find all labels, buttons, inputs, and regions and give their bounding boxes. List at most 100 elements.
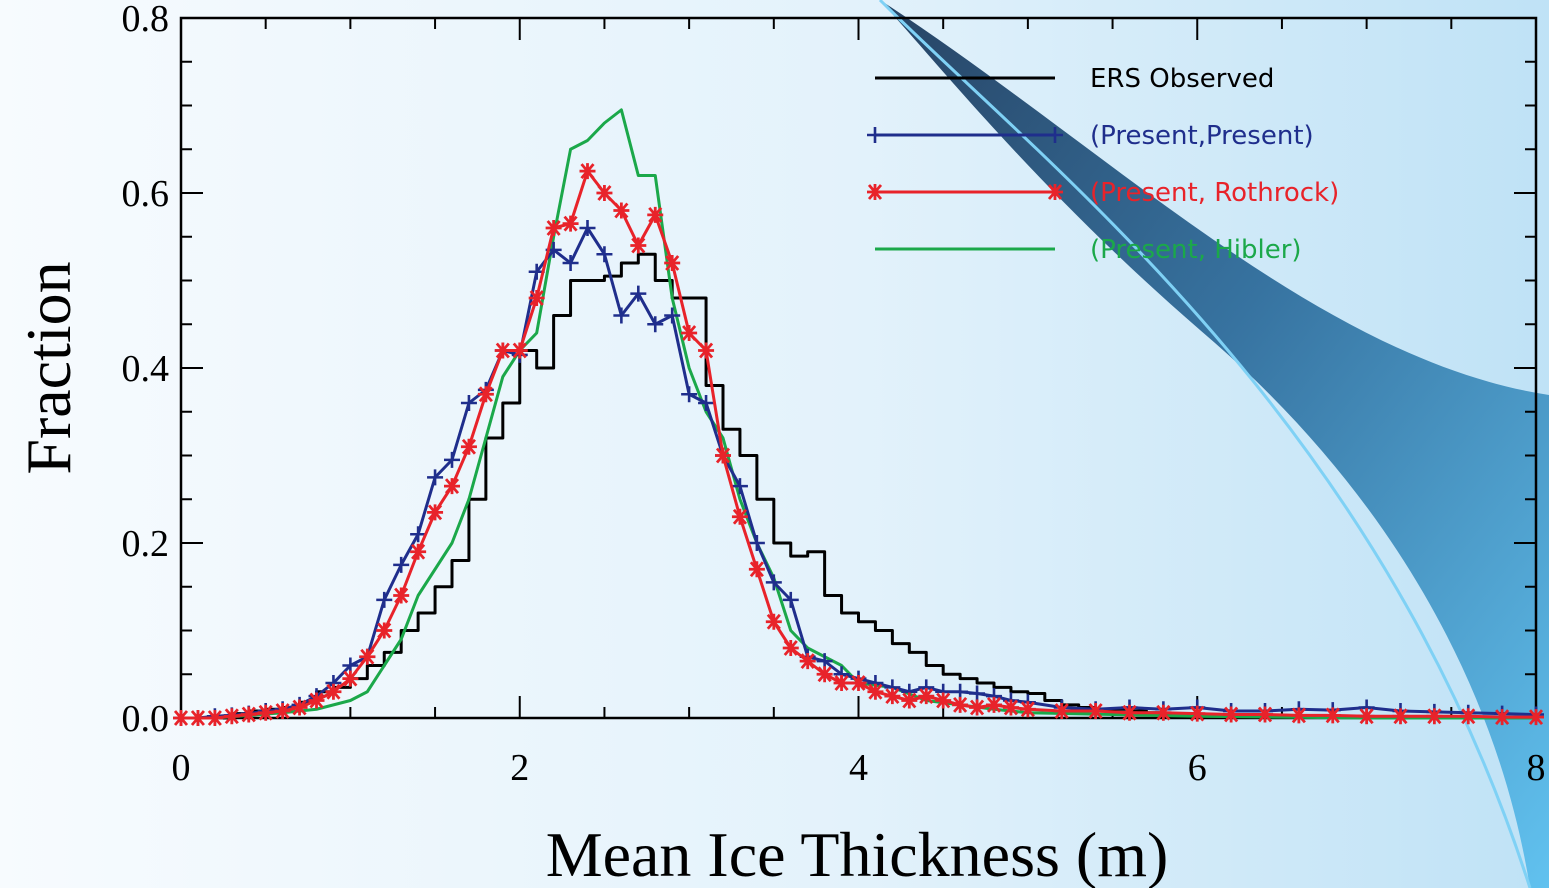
plus-marker <box>562 255 579 271</box>
y-tick-label: 0.2 <box>122 523 170 565</box>
asterisk-marker <box>884 688 901 705</box>
asterisk-marker <box>1460 708 1477 725</box>
asterisk-marker <box>630 237 647 254</box>
asterisk-marker <box>698 342 715 359</box>
asterisk-marker <box>647 206 664 223</box>
asterisk-marker <box>1392 708 1409 725</box>
legend-label: (Present, Hibler) <box>1090 235 1302 265</box>
plus-marker <box>969 685 986 702</box>
x-tick-label: 2 <box>510 747 529 789</box>
axes: 0 2 4 6 8 0.0 0.2 0.4 0.6 0.8 <box>122 0 1546 789</box>
asterisk-marker <box>681 325 698 341</box>
asterisk-marker <box>1155 704 1172 721</box>
asterisk-marker <box>1257 706 1273 723</box>
asterisk-marker <box>274 703 291 719</box>
asterisk-marker <box>1528 709 1544 726</box>
x-tick-label: 4 <box>849 747 868 789</box>
asterisk-marker <box>748 561 765 578</box>
asterisk-marker <box>342 670 359 687</box>
x-axis-label: Mean Ice Thickness (m) <box>546 819 1169 888</box>
decorative-swoosh-edge <box>878 0 1532 888</box>
plus-marker <box>782 591 799 608</box>
x-tick-label: 8 <box>1527 747 1546 789</box>
asterisk-marker <box>1290 707 1307 724</box>
asterisk-marker <box>782 640 799 656</box>
asterisk-marker <box>376 622 393 639</box>
asterisk-marker <box>952 696 969 713</box>
asterisk-marker <box>1223 706 1240 723</box>
asterisk-marker <box>901 692 918 709</box>
plus-marker <box>376 591 393 608</box>
plus-marker <box>630 285 647 302</box>
y-tick-label: 0.6 <box>122 173 170 215</box>
asterisk-marker <box>1324 707 1341 724</box>
asterisk-marker <box>1019 701 1036 718</box>
asterisk-marker <box>1121 704 1138 721</box>
legend-item: (Present,Present) <box>867 121 1314 151</box>
asterisk-marker <box>664 255 681 271</box>
plus-marker <box>613 307 630 324</box>
asterisk-marker <box>1494 709 1511 726</box>
legend-item: (Present, Rothrock) <box>867 178 1339 208</box>
legend-label: (Present,Present) <box>1090 121 1314 151</box>
asterisk-marker <box>1189 705 1206 722</box>
asterisk-marker <box>477 386 494 403</box>
asterisk-marker <box>325 683 342 700</box>
asterisk-marker <box>596 185 613 201</box>
asterisk-marker <box>731 508 748 525</box>
plus-marker <box>596 246 613 263</box>
asterisk-marker <box>410 543 427 560</box>
asterisk-marker <box>444 478 460 495</box>
asterisk-marker <box>308 692 325 709</box>
plus-marker <box>681 386 698 403</box>
asterisk-marker <box>393 587 410 604</box>
asterisk-marker <box>240 706 257 723</box>
asterisk-marker <box>986 696 1002 713</box>
plus-marker <box>579 220 596 236</box>
y-axis-label: Fraction <box>13 261 84 474</box>
plus-marker <box>410 526 427 543</box>
asterisk-marker <box>715 447 731 464</box>
asterisk-marker <box>257 704 274 721</box>
asterisk-marker <box>528 290 545 306</box>
asterisk-marker <box>867 184 883 200</box>
plus-marker <box>393 556 410 573</box>
asterisk-marker <box>545 220 562 236</box>
asterisk-marker <box>816 666 833 683</box>
plus-marker <box>1047 127 1063 143</box>
series-0 <box>181 252 1536 720</box>
asterisk-marker <box>918 688 935 705</box>
asterisk-marker <box>579 163 596 180</box>
plus-marker <box>698 395 715 411</box>
plus-marker <box>867 127 883 143</box>
asterisk-marker <box>867 683 884 700</box>
asterisk-marker <box>359 648 376 665</box>
y-tick-label: 0.0 <box>122 698 170 740</box>
asterisk-marker <box>969 699 986 716</box>
asterisk-marker <box>511 342 528 359</box>
asterisk-marker <box>562 215 579 232</box>
asterisk-marker <box>1053 703 1070 719</box>
x-tick-label: 0 <box>172 747 191 789</box>
asterisk-marker <box>1087 703 1104 719</box>
legend: ERS Observed (Present,Present) (Present, R… <box>867 64 1339 265</box>
series-line <box>181 252 1536 720</box>
asterisk-marker <box>173 710 189 726</box>
x-tick-label: 6 <box>1188 747 1207 789</box>
y-tick-label: 0.8 <box>122 0 170 40</box>
plot-series <box>173 108 1544 726</box>
plus-marker <box>647 316 664 333</box>
legend-label: ERS Observed <box>1090 64 1274 94</box>
asterisk-marker <box>189 710 206 726</box>
decorative-swoosh <box>880 0 1549 888</box>
series-2 <box>173 163 1544 726</box>
legend-item: (Present, Hibler) <box>875 235 1302 265</box>
asterisk-marker <box>223 708 240 725</box>
plus-marker <box>444 451 460 468</box>
asterisk-marker <box>799 653 816 670</box>
legend-label: (Present, Rothrock) <box>1090 178 1339 208</box>
plus-marker <box>748 535 765 551</box>
